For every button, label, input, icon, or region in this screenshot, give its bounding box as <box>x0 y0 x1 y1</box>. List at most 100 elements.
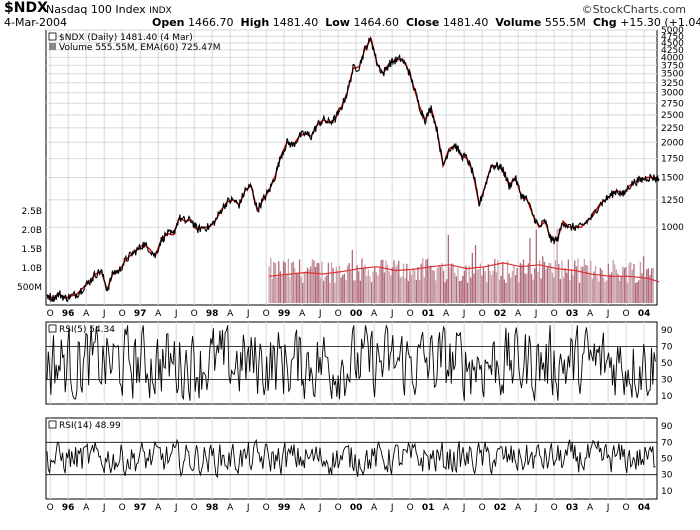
price-y-tick-label: 1500 <box>661 174 684 184</box>
volume-y-tick-label: 1.0B <box>22 264 43 274</box>
price-y-tick-label: 2000 <box>661 138 684 148</box>
top-axis-x-tick-label: O <box>551 309 558 319</box>
rsi14-panel-frame <box>45 417 658 500</box>
top-axis-x-tick-label: O <box>623 309 630 319</box>
top-axis-x-tick-label: 03 <box>566 309 579 319</box>
price-y-tick-label: 1250 <box>661 196 684 206</box>
rsi5-y-tick-label: 10 <box>661 392 673 402</box>
rsi5-legend-icon <box>48 324 57 333</box>
volume-y-tick-label: 2.0B <box>22 226 43 236</box>
top-axis-x-tick-label: A <box>155 309 162 319</box>
bottom-axis-x-tick-label: 04 <box>638 503 651 513</box>
top-axis-x-tick-label: 02 <box>494 309 507 319</box>
bottom-axis-x-tick-label: O <box>119 503 126 513</box>
price-y-tick-label: 5000 <box>661 26 684 36</box>
top-axis-x-tick-label: O <box>119 309 126 319</box>
bottom-axis-x-tick-label: A <box>155 503 162 513</box>
top-axis-x-tick-label: 97 <box>134 309 147 319</box>
ohlc-line: Open 1466.70 High 1481.40 Low 1464.60 Cl… <box>152 16 700 29</box>
price-y-tick-label: 3750 <box>661 61 684 71</box>
bottom-axis-x-tick-label: 02 <box>494 503 507 513</box>
bottom-axis-x-tick-label: J <box>102 503 106 513</box>
top-axis-x-tick-label: A <box>83 309 90 319</box>
bottom-axis-x-tick-label: A <box>299 503 306 513</box>
top-axis-x-tick-label: 96 <box>62 309 75 319</box>
legend-price-text: $NDX (Daily) 1481.40 (4 Mar) <box>59 33 193 43</box>
bottom-axis-x-tick-label: J <box>462 503 466 513</box>
price-y-tick-label: 4000 <box>661 53 684 63</box>
rsi5-y-tick-label: 30 <box>661 375 673 385</box>
bottom-axis-x-tick-label: A <box>83 503 90 513</box>
close-label: Close <box>405 16 440 29</box>
top-axis-x-tick-label: J <box>246 309 250 319</box>
price-y-tick-label: 2750 <box>661 99 684 109</box>
rsi14-legend-text: RSI(14) 48.99 <box>59 421 121 431</box>
rsi5-line <box>46 324 656 401</box>
legend-volume-icon <box>49 43 56 50</box>
bottom-axis-x-tick-label: A <box>227 503 234 513</box>
bottom-axis-x-tick-label: O <box>263 503 270 513</box>
price-y-tick-label: 3500 <box>661 70 684 80</box>
top-axis-x-tick-label: J <box>606 309 610 319</box>
top-axis-x-tick-label: J <box>534 309 538 319</box>
top-axis-x-tick-label: O <box>479 309 486 319</box>
bottom-axis-x-tick-label: O <box>407 503 414 513</box>
top-axis-x-tick-label: 04 <box>638 309 651 319</box>
volume-y-tick-label: 500M <box>17 283 42 293</box>
price-y-tick-label: 1000 <box>661 223 684 233</box>
price-y-tick-label: 4500 <box>661 39 684 49</box>
open-label: Open <box>152 16 185 29</box>
low-value: 1464.60 <box>353 16 399 29</box>
top-axis-x-tick-label: A <box>515 309 522 319</box>
volume-label: Volume <box>495 16 542 29</box>
bottom-axis-x-tick-label: O <box>335 503 342 513</box>
volume-y-tick-label: 1.5B <box>22 245 43 255</box>
bottom-axis-x-tick-label: 96 <box>62 503 75 513</box>
exchange-text: INDX <box>149 6 172 16</box>
bottom-axis-x-tick-label: O <box>47 503 54 513</box>
rsi5-y-tick-label: 90 <box>661 326 673 336</box>
bottom-axis-x-tick-label: 99 <box>278 503 291 513</box>
price-y-tick-label: 2250 <box>661 124 684 134</box>
top-axis-x-tick-label: 98 <box>206 309 219 319</box>
rsi14-y-tick-label: 90 <box>661 422 673 432</box>
bottom-axis-x-tick-label: A <box>587 503 594 513</box>
bottom-axis-x-tick-label: 00 <box>350 503 363 513</box>
price-y-tick-label: 1750 <box>661 155 684 165</box>
rsi14-y-tick-label: 10 <box>661 487 673 497</box>
chg-label: Chg <box>592 16 617 29</box>
bottom-axis-x-tick-label: 98 <box>206 503 219 513</box>
rsi5-legend-text: RSI(5) 54.34 <box>59 325 115 335</box>
price-y-tick-label: 3250 <box>661 79 684 89</box>
rsi14-y-tick-label: 30 <box>661 471 673 481</box>
ticker-symbol: $NDX <box>4 0 48 16</box>
top-axis-x-tick-label: J <box>102 309 106 319</box>
rsi14-line <box>46 438 656 479</box>
price-y-tick-label: 2500 <box>661 111 684 121</box>
top-axis-x-tick-label: 01 <box>422 309 435 319</box>
top-axis-x-tick-label: A <box>371 309 378 319</box>
bottom-axis-x-tick-label: A <box>443 503 450 513</box>
bottom-axis-x-tick-label: J <box>534 503 538 513</box>
price-line <box>46 36 660 303</box>
high-value: 1481.40 <box>272 16 319 29</box>
index-name-text: Nasdaq 100 Index <box>46 3 146 16</box>
bottom-axis-x-tick-label: J <box>246 503 250 513</box>
volume-ema-line <box>269 262 660 283</box>
close-value: 1481.40 <box>442 16 489 29</box>
top-axis-x-tick-label: A <box>227 309 234 319</box>
top-axis-x-tick-label: A <box>299 309 306 319</box>
rsi14-y-tick-label: 50 <box>661 455 673 465</box>
date-label: 4-Mar-2004 <box>4 16 67 29</box>
price-y-tick-label: 4750 <box>661 32 684 42</box>
open-value: 1466.70 <box>188 16 234 29</box>
bottom-axis-x-tick-label: 03 <box>566 503 579 513</box>
brand-label: ©StockCharts.com <box>581 3 686 16</box>
volume-y-tick-label: 2.5B <box>22 207 43 217</box>
top-axis-x-tick-label: 00 <box>350 309 363 319</box>
bottom-axis-x-tick-label: O <box>623 503 630 513</box>
bottom-axis-x-tick-label: 01 <box>422 503 435 513</box>
bottom-axis-x-tick-label: J <box>318 503 322 513</box>
index-name: Nasdaq 100 Index INDX <box>46 3 172 16</box>
